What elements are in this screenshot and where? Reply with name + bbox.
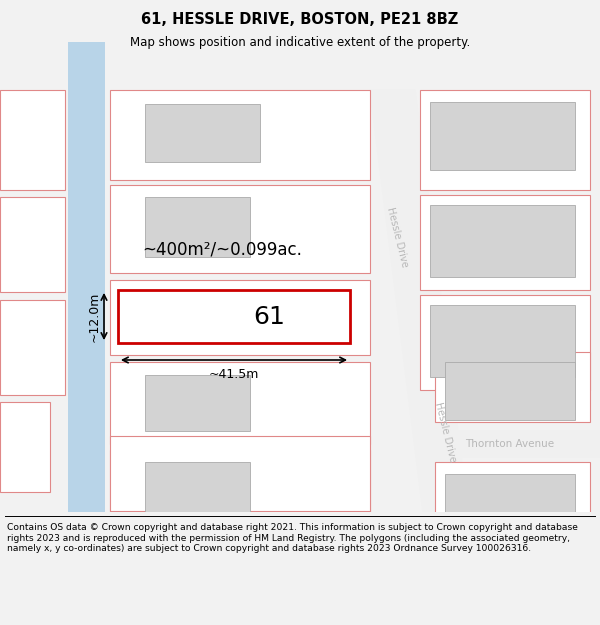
Bar [445, 474, 575, 536]
Bar [126, 300, 201, 332]
Bar [118, 290, 350, 343]
Text: Hessle Drive: Hessle Drive [433, 401, 457, 463]
Bar [145, 197, 250, 257]
Bar [435, 352, 590, 422]
Bar [415, 430, 600, 458]
Bar [68, 42, 105, 512]
Bar [445, 362, 575, 420]
Text: 61, HESSLE DRIVE, BOSTON, PE21 8BZ: 61, HESSLE DRIVE, BOSTON, PE21 8BZ [142, 12, 458, 27]
Bar [0, 90, 65, 190]
Bar [145, 104, 260, 162]
Text: ~12.0m: ~12.0m [88, 291, 101, 342]
Bar [110, 185, 370, 273]
Bar [430, 102, 575, 170]
Text: Map shows position and indicative extent of the property.: Map shows position and indicative extent… [130, 36, 470, 49]
Polygon shape [370, 90, 468, 512]
Bar [145, 375, 250, 431]
Bar [110, 450, 370, 530]
Bar [435, 462, 590, 547]
Text: Thornton Avenue: Thornton Avenue [466, 439, 554, 449]
Bar [0, 300, 65, 395]
Bar [110, 90, 370, 180]
Text: ~400m²/~0.099ac.: ~400m²/~0.099ac. [142, 241, 302, 259]
Text: 61: 61 [253, 304, 285, 329]
Bar [0, 402, 50, 492]
Bar [145, 462, 250, 517]
Bar [430, 305, 575, 377]
Bar [0, 197, 65, 292]
Bar [420, 195, 590, 290]
Bar [430, 205, 575, 277]
Text: ~41.5m: ~41.5m [209, 368, 259, 381]
Text: Hessle Drive: Hessle Drive [385, 206, 409, 268]
Bar [420, 295, 590, 390]
Bar [110, 436, 370, 511]
Text: Contains OS data © Crown copyright and database right 2021. This information is : Contains OS data © Crown copyright and d… [7, 523, 578, 553]
Bar [110, 362, 370, 444]
Bar [110, 280, 370, 355]
Bar [420, 90, 590, 190]
